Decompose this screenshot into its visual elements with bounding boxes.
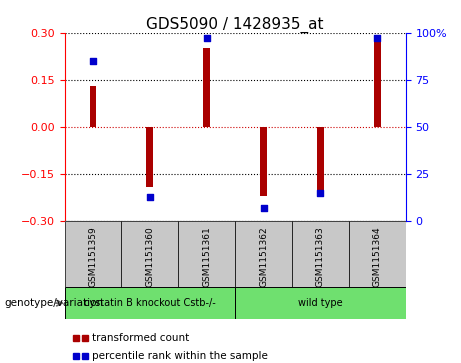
Bar	[235, 287, 406, 319]
Point	[146, 194, 154, 200]
Text: percentile rank within the sample: percentile rank within the sample	[92, 351, 268, 361]
Bar	[147, 127, 153, 187]
Bar	[89, 86, 96, 127]
Text: GSM1151360: GSM1151360	[145, 227, 154, 287]
Bar	[235, 221, 292, 287]
Bar	[203, 48, 210, 127]
Point	[260, 205, 267, 211]
Bar	[374, 42, 381, 127]
Text: cystatin B knockout Cstb-/-: cystatin B knockout Cstb-/-	[84, 298, 216, 308]
Bar	[178, 221, 235, 287]
Bar	[349, 221, 406, 287]
Bar	[121, 221, 178, 287]
Text: GSM1151364: GSM1151364	[373, 227, 382, 287]
Text: GSM1151362: GSM1151362	[259, 227, 268, 287]
Bar	[317, 127, 324, 190]
Bar	[65, 287, 235, 319]
Point	[317, 190, 324, 196]
Point	[373, 36, 381, 41]
Text: GSM1151361: GSM1151361	[202, 227, 211, 287]
Title: GDS5090 / 1428935_at: GDS5090 / 1428935_at	[146, 16, 324, 33]
Text: GSM1151363: GSM1151363	[316, 227, 325, 287]
Text: genotype/variation: genotype/variation	[5, 298, 104, 308]
Point	[203, 36, 210, 41]
Text: transformed count: transformed count	[92, 333, 189, 343]
Point	[89, 58, 97, 64]
Bar	[260, 127, 267, 196]
Text: GSM1151359: GSM1151359	[89, 227, 97, 287]
Text: wild type: wild type	[298, 298, 343, 308]
Bar	[292, 221, 349, 287]
Bar	[65, 221, 121, 287]
